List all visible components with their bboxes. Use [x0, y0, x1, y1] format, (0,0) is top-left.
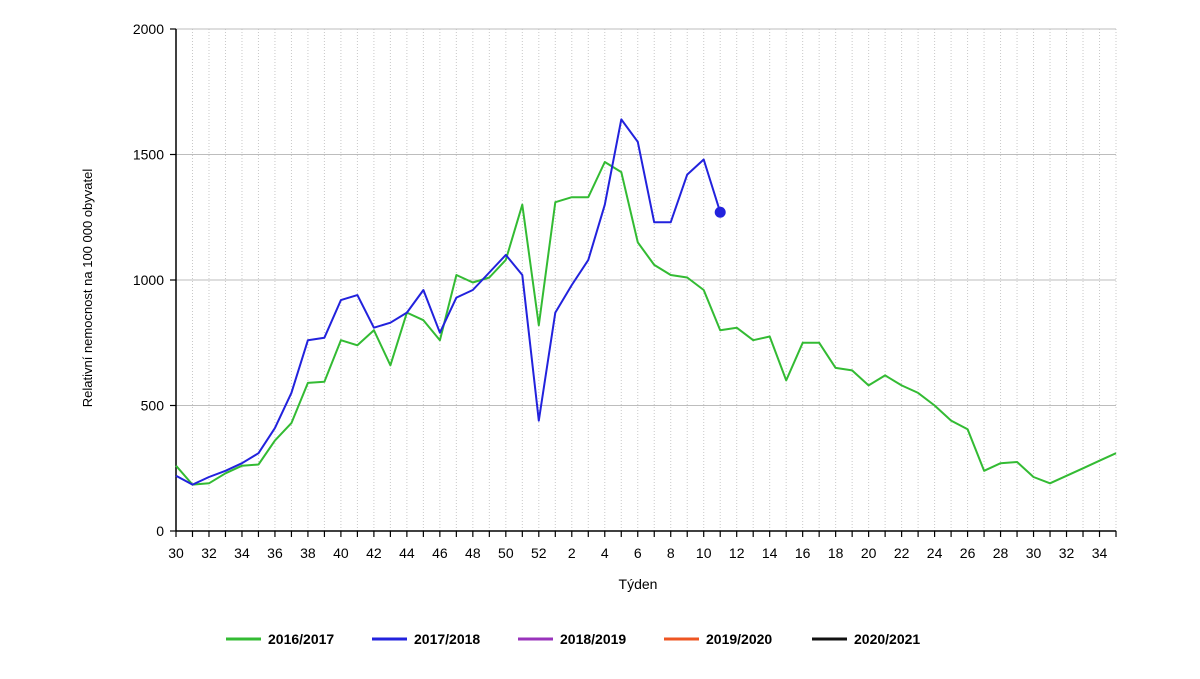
y-axis-title: Relativní nemocnost na 100 000 obyvatel — [80, 169, 95, 408]
x-tick-label: 20 — [861, 545, 877, 561]
x-tick-label: 6 — [634, 545, 642, 561]
legend-label: 2019/2020 — [706, 631, 772, 647]
x-tick-label: 26 — [960, 545, 976, 561]
x-tick-label: 22 — [894, 545, 910, 561]
x-tick-label: 4 — [601, 545, 609, 561]
x-tick-label: 30 — [168, 545, 184, 561]
x-tick-label: 32 — [201, 545, 217, 561]
series-line — [175, 161, 1117, 486]
legend-label: 2020/2021 — [854, 631, 920, 647]
x-tick-label: 48 — [465, 545, 481, 561]
legend-label: 2016/2017 — [268, 631, 334, 647]
x-tick-label: 44 — [399, 545, 415, 561]
x-tick-label: 32 — [1059, 545, 1075, 561]
x-tick-label: 30 — [1026, 545, 1042, 561]
series-last-point — [714, 206, 726, 218]
x-tick-label: 2 — [568, 545, 576, 561]
x-tick-label: 40 — [333, 545, 349, 561]
y-tick-label: 0 — [156, 523, 164, 539]
y-tick-label: 2000 — [133, 21, 164, 37]
y-tick-label: 500 — [141, 398, 165, 414]
grid — [175, 28, 1117, 531]
x-tick-label: 28 — [993, 545, 1009, 561]
x-tick-label: 36 — [267, 545, 283, 561]
x-tick-label: 18 — [828, 545, 844, 561]
x-tick-label: 8 — [667, 545, 675, 561]
y-tick-label: 1000 — [133, 272, 164, 288]
x-axis-title: Týden — [619, 576, 658, 592]
series-lines — [175, 118, 1117, 486]
x-tick-label: 46 — [432, 545, 448, 561]
x-tick-label: 10 — [696, 545, 712, 561]
y-tick-label: 1500 — [133, 147, 164, 163]
legend-label: 2018/2019 — [560, 631, 626, 647]
x-tick-label: 42 — [366, 545, 382, 561]
x-tick-label: 16 — [795, 545, 811, 561]
x-tick-label: 38 — [300, 545, 316, 561]
x-tick-label: 34 — [234, 545, 250, 561]
x-tick-label: 52 — [531, 545, 547, 561]
x-tick-label: 24 — [927, 545, 943, 561]
series-line — [175, 118, 722, 486]
x-tick-label: 12 — [729, 545, 745, 561]
x-tick-label: 34 — [1092, 545, 1108, 561]
x-tick-label: 14 — [762, 545, 778, 561]
legend: 2016/2017 2017/2018 2018/2019 2019/2020 2020… — [226, 631, 920, 647]
legend-label: 2017/2018 — [414, 631, 480, 647]
x-tick-label: 50 — [498, 545, 514, 561]
